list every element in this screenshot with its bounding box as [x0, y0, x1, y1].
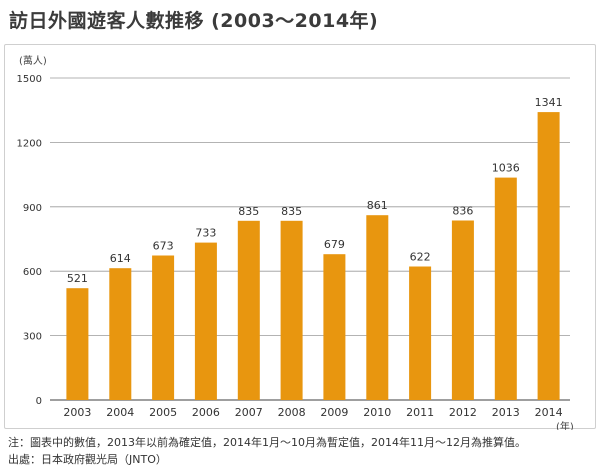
footnote: 注：圖表中的數值，2013年以前為確定值，2014年1月～10月為暫定值，201… — [8, 436, 526, 449]
x-tick-2006: 2006 — [192, 406, 220, 419]
bar-2014 — [537, 112, 560, 400]
y-axis-label: (萬人) — [19, 54, 47, 67]
value-label-2010: 861 — [367, 199, 388, 212]
bar-2006 — [194, 242, 217, 400]
value-label-2014: 1341 — [535, 96, 563, 109]
bar-2003 — [66, 288, 89, 400]
value-label-2003: 521 — [67, 272, 88, 285]
bar-2012 — [451, 220, 474, 400]
x-tick-2007: 2007 — [235, 406, 263, 419]
bar-2013 — [494, 177, 517, 400]
bar-2009 — [323, 254, 346, 400]
x-tick-2003: 2003 — [63, 406, 91, 419]
bar-2004 — [109, 268, 132, 400]
x-tick-2014: 2014 — [535, 406, 563, 419]
bars — [66, 112, 560, 400]
x-tick-2012: 2012 — [449, 406, 477, 419]
bar-2008 — [280, 220, 303, 400]
value-label-2011: 622 — [410, 251, 431, 264]
source-note: 出處：日本政府觀光局（JNTO） — [8, 453, 167, 466]
y-tick-600: 600 — [23, 267, 42, 278]
y-tick-0: 0 — [36, 396, 42, 407]
value-label-2009: 679 — [324, 238, 345, 251]
value-label-2004: 614 — [110, 252, 131, 265]
x-axis-label: (年) — [556, 420, 574, 430]
chart-frame — [4, 44, 596, 429]
value-labels: 521 614 673 733 835 835 679 861 622 836 1036 1341 — [67, 96, 563, 285]
x-tick-labels: 2003 2004 2005 2006 2007 2008 2009 2010 2011 2012… — [63, 406, 562, 419]
x-tick-2010: 2010 — [363, 406, 391, 419]
chart-title: 訪日外國遊客人數推移 (2003～2014年) — [9, 10, 379, 32]
bar-2007 — [237, 220, 260, 400]
value-label-2005: 673 — [153, 240, 174, 253]
x-tick-2013: 2013 — [492, 406, 520, 419]
x-tick-2004: 2004 — [106, 406, 134, 419]
value-label-2012: 836 — [452, 205, 473, 218]
y-tick-900: 900 — [23, 203, 42, 214]
gridlines — [50, 77, 570, 401]
x-tick-2005: 2005 — [149, 406, 177, 419]
bar-2005 — [152, 255, 175, 400]
y-tick-1500: 1500 — [17, 74, 42, 85]
bar-chart: 0 300 600 900 1200 1500 521 614 673 733 835 835 679… — [17, 54, 574, 430]
x-tick-2009: 2009 — [320, 406, 348, 419]
value-label-2007: 835 — [238, 205, 259, 218]
y-tick-1200: 1200 — [17, 138, 42, 149]
value-label-2006: 733 — [195, 227, 216, 240]
x-tick-2011: 2011 — [406, 406, 434, 419]
bar-2011 — [409, 266, 432, 400]
x-tick-2008: 2008 — [278, 406, 306, 419]
bar-2010 — [366, 215, 389, 400]
y-tick-labels: 0 300 600 900 1200 1500 — [17, 74, 42, 407]
value-label-2013: 1036 — [492, 162, 520, 175]
y-tick-300: 300 — [23, 332, 42, 343]
value-label-2008: 835 — [281, 205, 302, 218]
